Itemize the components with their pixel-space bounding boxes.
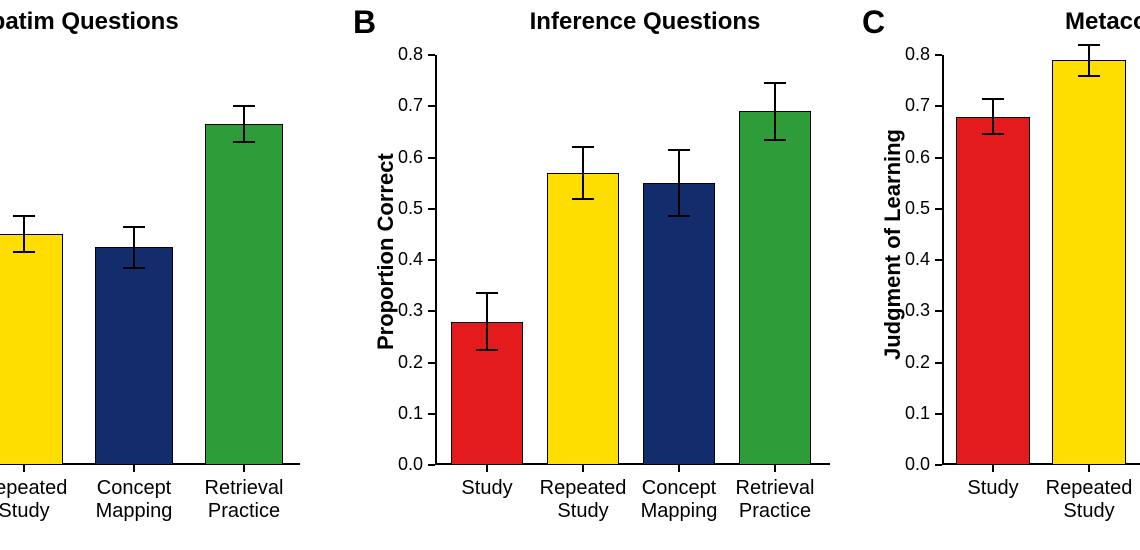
y-tick-label: 0.7 <box>383 95 423 116</box>
y-tick-label: 0.8 <box>890 44 930 65</box>
panel-title: Inference Questions <box>390 8 900 36</box>
x-tick <box>486 465 488 472</box>
panel-title: rbatim Questions <box>0 8 290 36</box>
y-tick <box>935 208 942 210</box>
y-axis <box>435 55 437 465</box>
panel-C: C Metacognitive 0.00.10.20.30.40.50.60.70.… <box>850 0 1140 550</box>
y-tick <box>428 54 435 56</box>
y-tick <box>428 310 435 312</box>
y-tick-label: 0.1 <box>383 403 423 424</box>
x-tick <box>243 465 245 472</box>
x-tick-label: ConceptMapping <box>79 477 189 523</box>
error-bar <box>582 147 584 198</box>
y-tick-label: 0.0 <box>383 454 423 475</box>
error-cap <box>982 98 1004 100</box>
error-cap <box>123 226 145 228</box>
bar <box>205 124 283 465</box>
error-cap <box>233 105 255 107</box>
plot-area: 0.00.10.20.30.40.50.60.70.8Judgment of L… <box>942 55 1140 465</box>
y-tick <box>428 208 435 210</box>
bar <box>1052 60 1126 465</box>
x-tick <box>23 465 25 472</box>
bar <box>0 234 63 465</box>
x-tick-label: Study <box>432 477 542 500</box>
x-tick <box>678 465 680 472</box>
error-cap <box>1078 75 1100 77</box>
y-tick <box>935 362 942 364</box>
x-tick-label: RetrievalPractice <box>189 477 299 523</box>
error-cap <box>764 82 786 84</box>
error-cap <box>572 146 594 148</box>
error-bar <box>992 99 994 135</box>
error-cap <box>1078 44 1100 46</box>
error-cap <box>233 141 255 143</box>
x-tick-label: RepeatedStudy <box>0 477 79 523</box>
x-tick <box>992 465 994 472</box>
x-tick <box>582 465 584 472</box>
y-tick <box>428 362 435 364</box>
bar <box>739 111 811 465</box>
x-tick-label: RepeatedStudy <box>1034 477 1140 523</box>
x-tick <box>774 465 776 472</box>
error-bar <box>23 216 25 252</box>
y-axis <box>942 55 944 465</box>
x-tick <box>1088 465 1090 472</box>
x-tick <box>133 465 135 472</box>
error-cap <box>668 215 690 217</box>
bar <box>956 117 1030 466</box>
y-tick <box>935 54 942 56</box>
bar <box>643 183 715 465</box>
panel-B: BInference Questions0.00.10.20.30.40.50.… <box>340 0 850 550</box>
plot-area: 0.00.10.20.30.40.50.60.70.8Proportion Co… <box>435 55 830 465</box>
y-tick <box>935 310 942 312</box>
figure-root: rbatim QuestionsRepeatedStudyConceptMapp… <box>0 0 1140 550</box>
y-tick <box>935 105 942 107</box>
y-axis-label: Proportion Correct <box>373 153 399 350</box>
y-tick <box>428 259 435 261</box>
bar <box>547 173 619 465</box>
error-cap <box>572 198 594 200</box>
error-bar <box>133 227 135 268</box>
y-tick-label: 0.0 <box>890 454 930 475</box>
panel-letter: C <box>862 4 885 41</box>
panel-title: Metacognitive <box>1000 8 1140 36</box>
error-cap <box>13 215 35 217</box>
error-cap <box>764 139 786 141</box>
error-bar <box>486 293 488 349</box>
y-tick <box>428 157 435 159</box>
y-tick <box>428 413 435 415</box>
error-cap <box>13 251 35 253</box>
error-cap <box>668 149 690 151</box>
panel-letter: B <box>353 4 376 41</box>
y-tick-label: 0.8 <box>383 44 423 65</box>
y-tick-label: 0.7 <box>890 95 930 116</box>
y-tick-label: 0.1 <box>890 403 930 424</box>
y-tick <box>935 157 942 159</box>
error-cap <box>982 133 1004 135</box>
y-tick <box>935 259 942 261</box>
x-tick-label: ConceptMapping <box>624 477 734 523</box>
x-tick-label: RetrievalPractice <box>720 477 830 523</box>
error-bar <box>774 83 776 139</box>
error-cap <box>476 349 498 351</box>
plot-area: RepeatedStudyConceptMappingRetrievalPrac… <box>0 55 300 465</box>
error-bar <box>243 106 245 142</box>
x-tick-label: Study <box>938 477 1048 500</box>
error-bar <box>678 150 680 217</box>
y-tick <box>935 413 942 415</box>
panel-A: rbatim Questions RepeatedStudyConceptMapp… <box>0 0 330 550</box>
y-tick <box>428 464 435 466</box>
bar <box>95 247 173 465</box>
error-cap <box>123 267 145 269</box>
y-tick <box>428 105 435 107</box>
y-tick-label: 0.2 <box>383 352 423 373</box>
error-cap <box>476 292 498 294</box>
y-axis-label: Judgment of Learning <box>880 129 906 360</box>
x-tick-label: RepeatedStudy <box>528 477 638 523</box>
y-tick <box>935 464 942 466</box>
error-bar <box>1088 45 1090 76</box>
